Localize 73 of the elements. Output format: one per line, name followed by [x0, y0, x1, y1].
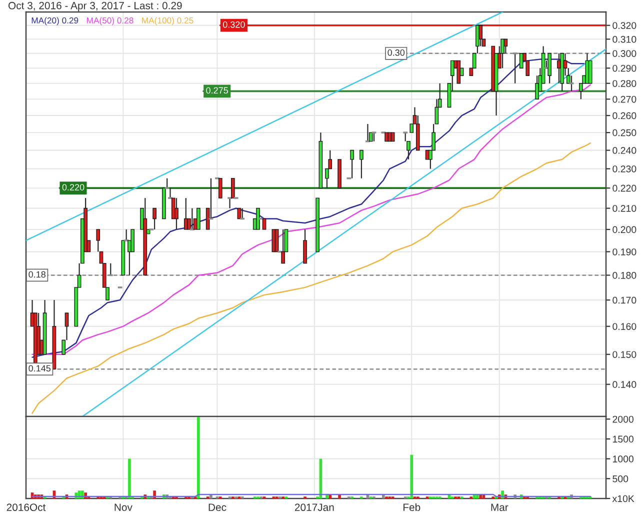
ref-line-label: 0.18 — [28, 271, 46, 278]
text: MA(100) 0.25 — [142, 17, 194, 26]
candlestick — [62, 340, 66, 355]
candlestick — [152, 208, 156, 230]
candlestick — [519, 53, 524, 68]
y-tick-label: 0.280 — [612, 80, 636, 87]
y-tick-label: 0.310 — [612, 36, 636, 43]
candlestick — [281, 228, 285, 264]
candlestick — [456, 60, 461, 84]
candlestick — [171, 198, 176, 220]
ref-line-label: 0.275 — [206, 87, 228, 94]
candlestick — [174, 197, 178, 230]
x-tick-label: Feb — [404, 503, 420, 512]
y-tick-label: 0.180 — [612, 272, 636, 279]
candlestick — [256, 208, 260, 230]
y-tick-label: 0.240 — [612, 147, 636, 154]
candlestick — [303, 228, 307, 264]
y-tick-label: 0.260 — [612, 112, 636, 120]
candlestick — [187, 218, 191, 230]
candlestick — [425, 150, 430, 160]
y-tick-label: 0.200 — [612, 226, 636, 234]
candlestick — [588, 60, 592, 84]
candlestick — [96, 228, 100, 252]
chart-title: Oct 3, 2016 - Apr 3, 2017 - Last : 0.29 — [8, 2, 182, 12]
candlestick — [548, 52, 552, 84]
y-tick-label: 500 — [612, 475, 628, 482]
y-tick-label: 0.290 — [612, 64, 636, 72]
y-tick-label: 0.250 — [612, 129, 636, 136]
candlestick — [272, 229, 276, 252]
candlestick — [447, 82, 452, 108]
x-tick-label: Mar — [491, 504, 508, 512]
ref-line-label: 0.145 — [28, 365, 51, 372]
bar — [128, 458, 131, 498]
ref-line-label: 0.320 — [222, 21, 245, 28]
y-tick-label: 0.150 — [612, 351, 636, 358]
candlestick — [500, 38, 504, 69]
y-tick-label: 0.230 — [612, 165, 636, 172]
y-tick-label: 0.160 — [612, 323, 636, 330]
y-tick-label: 1500 — [612, 436, 634, 443]
y-tick-label: 0.270 — [612, 96, 636, 103]
candlestick — [274, 229, 279, 252]
candlestick — [130, 229, 135, 252]
candlestick — [231, 178, 235, 198]
candlestick — [196, 208, 200, 230]
candlestick — [218, 178, 222, 198]
x-tick-label: Nov — [114, 504, 132, 512]
y-tick-label: 0.140 — [612, 381, 636, 388]
y-tick-label: 0.300 — [612, 50, 636, 58]
x-tick-label: 2016Oct — [6, 504, 46, 512]
candlestick — [360, 150, 364, 179]
y-tick-label: 1000 — [612, 456, 634, 462]
ref-line-label: 0.220 — [62, 184, 84, 190]
y-tick-label: 0.220 — [612, 184, 636, 192]
candlestick — [237, 208, 242, 220]
candlestick — [64, 312, 69, 341]
y-tick-label: 0.190 — [612, 248, 636, 256]
text: MA(50) 0.28 — [87, 17, 134, 26]
candlestick — [262, 218, 266, 230]
candlestick — [535, 75, 539, 100]
text: MA(20) 0.29 — [32, 17, 78, 26]
candlestick — [504, 38, 508, 54]
y-tick-label: 0.320 — [612, 22, 636, 29]
y-tick-label: 0.170 — [612, 296, 636, 304]
ref-line-label: 0.30 — [388, 49, 405, 56]
candlestick — [206, 208, 210, 230]
x-tick-label: Dec — [208, 504, 226, 512]
bar — [197, 417, 200, 498]
y-tick-label: 2000 — [612, 416, 634, 423]
bar — [410, 454, 414, 498]
y-tick-label: x10K — [612, 495, 634, 502]
candlestick — [350, 150, 354, 179]
y-tick-label: 0.210 — [612, 204, 636, 212]
x-tick-label: 2017Jan — [294, 504, 334, 512]
